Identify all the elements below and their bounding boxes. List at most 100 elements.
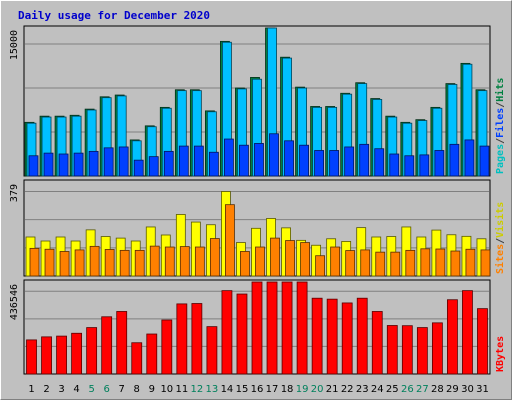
visits-bar-sites [285,240,295,277]
day-tick-label: 20 [311,384,324,395]
visits-bar-sites [420,248,431,277]
traffic-bar-pages [359,143,370,177]
day-tick-label: 15 [236,384,249,395]
traffic-bar-pages [193,145,204,177]
visits-bar-sites [390,251,401,277]
day-tick-label: 23 [356,384,369,395]
visits-bar-sites [179,246,190,277]
visits-bar-sites [104,249,115,277]
kbytes-bar-kbytes [191,303,203,375]
visits-bar-sites [480,249,491,277]
day-tick-label: 12 [191,384,204,395]
traffic-bar-pages [88,150,99,177]
kbytes-legend: KBytes [495,336,506,372]
kbytes-bar-kbytes [341,302,353,375]
day-tick-label: 8 [134,384,140,395]
visits-bar-sites [194,246,205,277]
day-tick-label: 22 [341,384,354,395]
kbytes-bar-kbytes [447,299,458,375]
traffic-legend: Pages/Files/Hits [494,78,506,174]
kbytes-bar-kbytes [176,303,188,375]
traffic-bar-pages [43,152,54,177]
day-tick-label: 5 [88,384,94,395]
day-tick-label: 24 [371,384,384,395]
day-tick-label: 2 [43,384,49,395]
kbytes-bar-kbytes [266,281,278,375]
traffic-bar-pages [299,144,309,177]
kbytes-bar-kbytes [371,311,383,375]
kbytes-bar-kbytes [386,325,398,375]
traffic-legend-entry: / [495,102,506,108]
kbytes-bar-kbytes [326,298,338,375]
traffic-bar-pages [58,153,69,177]
traffic-bar-pages [404,155,415,177]
kbytes-bar-kbytes [281,281,293,375]
visits-bar-sites [450,250,461,277]
traffic-bar-pages [239,144,249,177]
kbytes-bar-kbytes [86,327,98,375]
traffic-bar-pages [389,153,400,177]
traffic-ymax-label: 15000 [9,30,20,60]
visits-bar-sites [134,249,145,277]
day-tick-label: 18 [281,384,294,395]
traffic-bar-pages [103,147,114,177]
kbytes-bar-kbytes [146,333,158,375]
visits-bar-sites [149,245,160,277]
visits-bar-sites [330,246,341,277]
visits-bar-sites [375,251,386,277]
kbytes-bar-kbytes [477,308,488,375]
day-tick-label: 11 [175,384,188,395]
day-tick-label: 30 [461,384,474,395]
day-tick-label: 1 [28,384,34,395]
day-tick-label: 17 [266,384,279,395]
kbytes-bar-kbytes [356,297,368,375]
day-tick-label: 14 [221,384,234,395]
day-tick-label: 9 [149,384,155,395]
traffic-bar-pages [344,146,355,177]
traffic-bar-pages [464,139,475,177]
day-tick-label: 29 [446,384,459,395]
visits-legend: Sites/Visits [494,202,506,274]
visits-bar-sites [29,247,40,277]
visits-ymax-label: 379 [9,184,20,202]
day-tick-label: 10 [160,384,173,395]
kbytes-bar-kbytes [71,332,83,375]
visits-bar-sites [345,250,356,277]
traffic-bar-pages [148,156,159,177]
traffic-legend-entry: / [495,138,506,144]
kbytes-bar-kbytes [41,336,52,375]
visits-bar-sites [89,245,100,277]
kbytes-bar-kbytes [296,281,308,375]
day-tick-label: 26 [401,384,414,395]
traffic-bar-pages [269,133,279,177]
kbytes-bar-kbytes [161,319,173,375]
visits-bar-sites [300,242,310,277]
visits-bar-sites [119,249,130,277]
traffic-bar-pages [329,150,340,177]
traffic-bar-pages [374,148,385,177]
visits-bar-sites [465,248,476,277]
visits-legend-entry: / [495,238,506,244]
kbytes-ymax-label: 436546 [9,284,20,320]
kbytes-legend-entry: KBytes [495,336,506,372]
day-tick-label: 25 [386,384,399,395]
day-tick-label: 13 [206,384,219,395]
visits-bar-sites [225,204,235,277]
kbytes-bar-kbytes [131,342,143,375]
kbytes-bar-kbytes [431,322,443,375]
day-tick-label: 7 [119,384,125,395]
traffic-bar-pages [224,138,234,177]
kbytes-bar-kbytes [221,290,233,375]
kbytes-bar-kbytes [56,335,67,375]
traffic-bar-pages [449,143,460,177]
day-tick-label: 16 [251,384,264,395]
traffic-bar-pages [133,159,144,177]
day-tick-label: 3 [58,384,64,395]
traffic-bar-pages [28,155,39,177]
traffic-bar-pages [73,152,84,177]
visits-bar-sites [59,251,70,277]
visits-bar-sites [270,237,280,277]
traffic-bar-pages [118,146,129,177]
day-tick-label: 31 [476,384,489,395]
kbytes-bar-kbytes [401,325,413,375]
